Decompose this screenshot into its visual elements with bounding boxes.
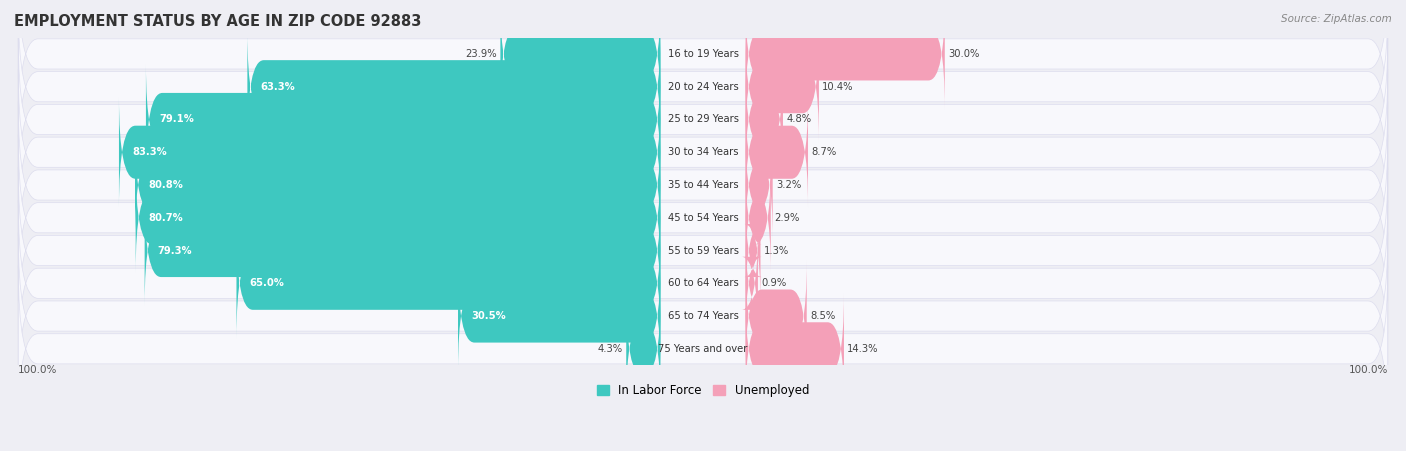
FancyBboxPatch shape — [745, 162, 770, 273]
Text: Source: ZipAtlas.com: Source: ZipAtlas.com — [1281, 14, 1392, 23]
Text: 23.9%: 23.9% — [465, 49, 498, 59]
Text: 100.0%: 100.0% — [1348, 365, 1388, 375]
Text: 55 to 59 Years: 55 to 59 Years — [668, 245, 738, 256]
FancyBboxPatch shape — [745, 129, 773, 240]
Text: 75 Years and over: 75 Years and over — [658, 344, 748, 354]
FancyBboxPatch shape — [18, 200, 1388, 367]
FancyBboxPatch shape — [18, 102, 1388, 268]
FancyBboxPatch shape — [745, 31, 818, 142]
Text: 4.8%: 4.8% — [786, 115, 811, 124]
FancyBboxPatch shape — [18, 4, 1388, 170]
Text: 63.3%: 63.3% — [260, 82, 295, 92]
FancyBboxPatch shape — [745, 64, 783, 175]
FancyBboxPatch shape — [18, 233, 1388, 399]
Text: EMPLOYMENT STATUS BY AGE IN ZIP CODE 92883: EMPLOYMENT STATUS BY AGE IN ZIP CODE 928… — [14, 14, 422, 28]
FancyBboxPatch shape — [18, 69, 1388, 235]
Text: 35 to 44 Years: 35 to 44 Years — [668, 180, 738, 190]
Text: 8.5%: 8.5% — [810, 311, 835, 321]
Text: 10.4%: 10.4% — [823, 82, 853, 92]
Legend: In Labor Force, Unemployed: In Labor Force, Unemployed — [592, 379, 814, 402]
Text: 79.1%: 79.1% — [159, 115, 194, 124]
Text: 79.3%: 79.3% — [157, 245, 193, 256]
Text: 30.5%: 30.5% — [471, 311, 506, 321]
FancyBboxPatch shape — [745, 0, 945, 109]
FancyBboxPatch shape — [18, 36, 1388, 202]
Text: 30.0%: 30.0% — [948, 49, 980, 59]
FancyBboxPatch shape — [120, 97, 661, 207]
FancyBboxPatch shape — [745, 97, 808, 207]
Text: 30 to 34 Years: 30 to 34 Years — [668, 147, 738, 157]
Text: 100.0%: 100.0% — [18, 365, 58, 375]
FancyBboxPatch shape — [18, 0, 1388, 137]
FancyBboxPatch shape — [236, 228, 661, 339]
Text: 80.8%: 80.8% — [148, 180, 183, 190]
Text: 0.9%: 0.9% — [761, 278, 786, 288]
Text: 4.3%: 4.3% — [598, 344, 623, 354]
FancyBboxPatch shape — [458, 261, 661, 372]
FancyBboxPatch shape — [626, 294, 661, 404]
FancyBboxPatch shape — [18, 134, 1388, 301]
FancyBboxPatch shape — [135, 129, 661, 240]
Text: 16 to 19 Years: 16 to 19 Years — [668, 49, 738, 59]
Text: 20 to 24 Years: 20 to 24 Years — [668, 82, 738, 92]
Text: 80.7%: 80.7% — [149, 213, 184, 223]
FancyBboxPatch shape — [501, 0, 661, 109]
FancyBboxPatch shape — [145, 195, 661, 306]
FancyBboxPatch shape — [745, 294, 844, 404]
FancyBboxPatch shape — [741, 228, 762, 339]
Text: 8.7%: 8.7% — [811, 147, 837, 157]
Text: 14.3%: 14.3% — [848, 344, 879, 354]
Text: 2.9%: 2.9% — [775, 213, 800, 223]
FancyBboxPatch shape — [745, 261, 807, 372]
FancyBboxPatch shape — [744, 195, 762, 306]
FancyBboxPatch shape — [146, 64, 661, 175]
Text: 25 to 29 Years: 25 to 29 Years — [668, 115, 738, 124]
Text: 60 to 64 Years: 60 to 64 Years — [668, 278, 738, 288]
Text: 45 to 54 Years: 45 to 54 Years — [668, 213, 738, 223]
Text: 3.2%: 3.2% — [776, 180, 801, 190]
Text: 65.0%: 65.0% — [250, 278, 284, 288]
Text: 1.3%: 1.3% — [763, 245, 789, 256]
Text: 83.3%: 83.3% — [132, 147, 167, 157]
FancyBboxPatch shape — [18, 266, 1388, 432]
Text: 65 to 74 Years: 65 to 74 Years — [668, 311, 738, 321]
FancyBboxPatch shape — [135, 162, 661, 273]
FancyBboxPatch shape — [247, 31, 661, 142]
FancyBboxPatch shape — [18, 167, 1388, 334]
